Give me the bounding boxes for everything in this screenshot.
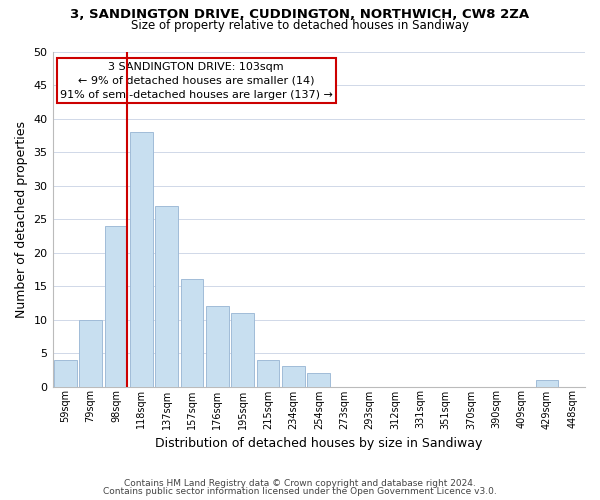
Bar bbox=[79, 320, 102, 386]
Bar bbox=[54, 360, 77, 386]
X-axis label: Distribution of detached houses by size in Sandiway: Distribution of detached houses by size … bbox=[155, 437, 482, 450]
Text: Size of property relative to detached houses in Sandiway: Size of property relative to detached ho… bbox=[131, 19, 469, 32]
Bar bbox=[307, 373, 330, 386]
Text: 3, SANDINGTON DRIVE, CUDDINGTON, NORTHWICH, CW8 2ZA: 3, SANDINGTON DRIVE, CUDDINGTON, NORTHWI… bbox=[70, 8, 530, 20]
Text: Contains HM Land Registry data © Crown copyright and database right 2024.: Contains HM Land Registry data © Crown c… bbox=[124, 478, 476, 488]
Bar bbox=[155, 206, 178, 386]
Text: 3 SANDINGTON DRIVE: 103sqm
← 9% of detached houses are smaller (14)
91% of semi-: 3 SANDINGTON DRIVE: 103sqm ← 9% of detac… bbox=[60, 62, 333, 100]
Bar bbox=[130, 132, 152, 386]
Bar bbox=[206, 306, 229, 386]
Bar bbox=[282, 366, 305, 386]
Bar bbox=[257, 360, 280, 386]
Y-axis label: Number of detached properties: Number of detached properties bbox=[15, 120, 28, 318]
Bar bbox=[231, 313, 254, 386]
Bar bbox=[104, 226, 127, 386]
Text: Contains public sector information licensed under the Open Government Licence v3: Contains public sector information licen… bbox=[103, 487, 497, 496]
Bar bbox=[536, 380, 559, 386]
Bar bbox=[181, 280, 203, 386]
